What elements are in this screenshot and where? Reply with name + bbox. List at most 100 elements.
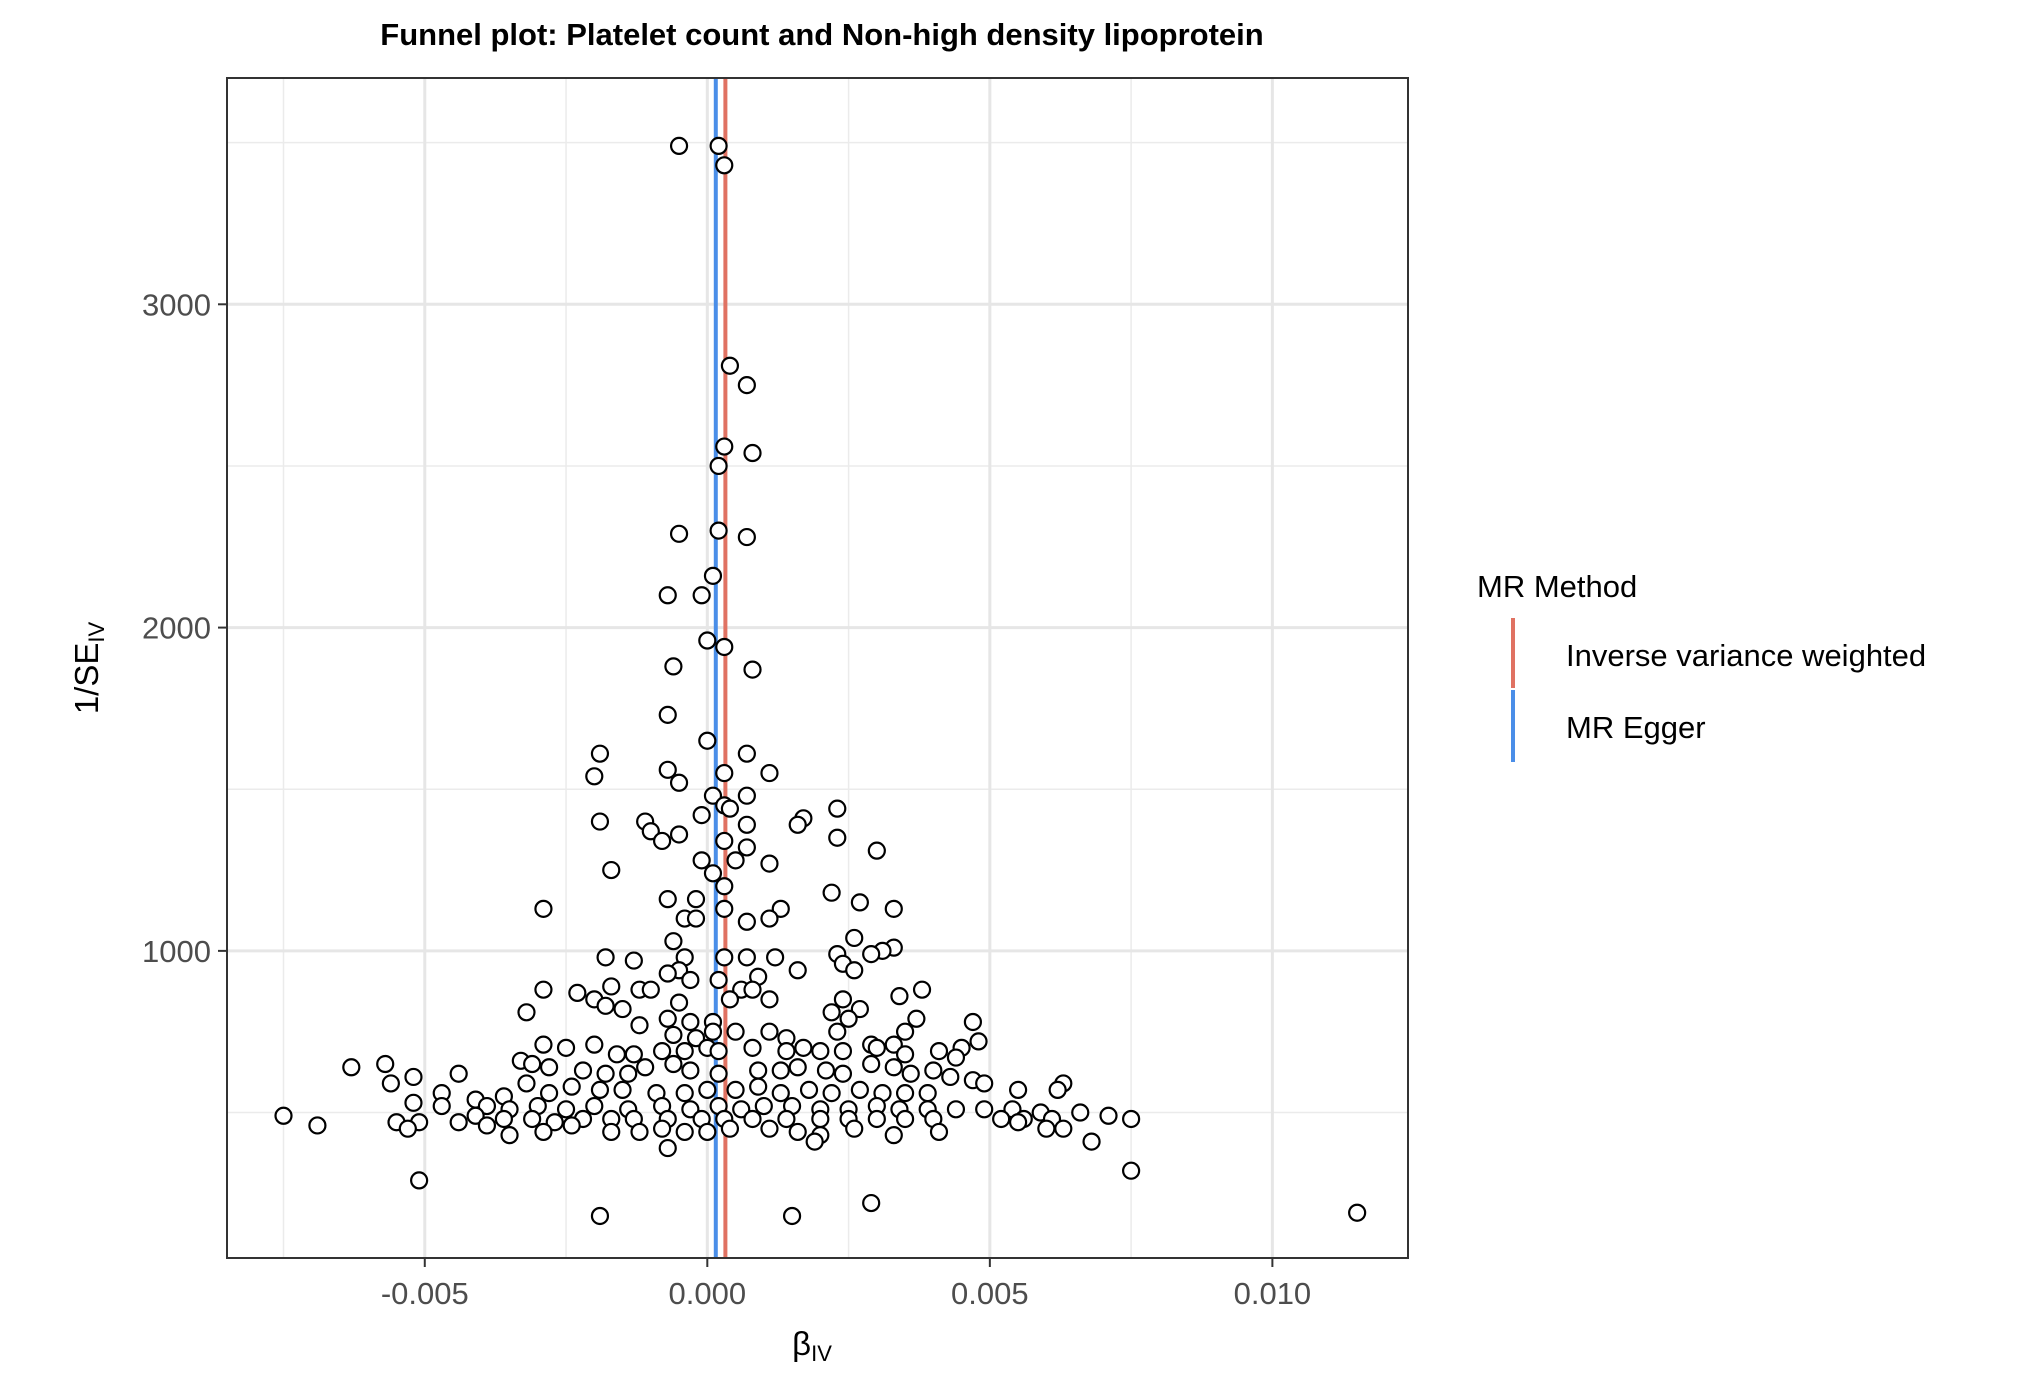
data-point [602, 1122, 621, 1142]
data-point [534, 1035, 553, 1054]
data-point [596, 1064, 615, 1083]
data-point [975, 1074, 994, 1093]
data-point [602, 977, 621, 996]
data-point [698, 1080, 717, 1099]
data-point [720, 799, 740, 818]
data-point [636, 1058, 655, 1077]
data-point [539, 1058, 559, 1077]
data-point [686, 890, 706, 909]
data-point [1048, 1080, 1067, 1099]
x-axis-title-subscript: IV [811, 1341, 832, 1366]
data-point [992, 1109, 1011, 1129]
data-point [590, 812, 610, 831]
data-point [799, 1080, 819, 1099]
data-point [867, 1109, 886, 1129]
data-point [590, 744, 610, 763]
data-point [477, 1116, 497, 1135]
data-point [833, 1064, 853, 1083]
data-point [1099, 1106, 1118, 1125]
data-point [539, 1084, 559, 1103]
data-point [760, 990, 779, 1009]
data-point [709, 136, 728, 155]
data-point [709, 521, 728, 540]
data-point [1037, 1119, 1056, 1138]
data-point [1009, 1080, 1028, 1099]
data-point [669, 825, 689, 844]
data-point [726, 1022, 745, 1041]
data-point [573, 1061, 593, 1080]
y-tick-label: 2000 [142, 611, 211, 646]
data-point [850, 1080, 869, 1099]
data-point [901, 1064, 920, 1083]
data-point [449, 1113, 468, 1132]
data-point [760, 1119, 779, 1138]
data-point [1348, 1203, 1367, 1222]
data-point [669, 993, 689, 1012]
data-point [613, 1080, 632, 1099]
data-point [839, 1009, 858, 1028]
data-point [912, 980, 932, 999]
data-point [658, 964, 677, 983]
mr-method-lines [713, 78, 728, 1258]
plot-panel-border [226, 77, 1409, 1259]
data-point [737, 527, 756, 547]
data-point [523, 1054, 542, 1074]
data-point [664, 1025, 683, 1045]
data-point [929, 1122, 949, 1142]
data-point [653, 1119, 672, 1138]
data-point [732, 1100, 751, 1119]
data-point [619, 1064, 638, 1083]
legend-label-mr-egger: MR Egger [1566, 710, 1706, 745]
data-point [658, 586, 677, 605]
data-point [602, 860, 621, 880]
data-point [743, 980, 762, 999]
data-point [342, 1058, 361, 1077]
data-point [585, 1035, 604, 1054]
data-point [743, 1109, 762, 1129]
data-point [686, 909, 706, 928]
data-point [975, 1100, 994, 1119]
data-point [703, 566, 723, 585]
data-point [477, 1096, 497, 1116]
data-point [862, 945, 881, 964]
data-point [517, 1003, 536, 1022]
data-point [500, 1126, 519, 1145]
data-point [895, 1045, 915, 1064]
data-point [432, 1096, 451, 1116]
legend-label-inverse-variance-weighted: Inverse variance weighted [1566, 638, 1926, 673]
data-point [641, 980, 660, 999]
data-point [862, 1193, 881, 1213]
data-point [726, 1080, 745, 1099]
data-point [715, 156, 734, 175]
data-point [534, 899, 553, 918]
data-point [715, 763, 734, 783]
data-point [720, 1119, 740, 1138]
data-point [715, 948, 734, 967]
y-axis: 1000 2000 3000 [142, 287, 227, 969]
data-point [658, 760, 677, 779]
data-point [822, 883, 841, 902]
data-point [523, 1109, 542, 1129]
data-point [805, 1132, 824, 1151]
data-point [946, 1100, 966, 1119]
data-point [822, 1084, 841, 1103]
data-point [398, 1119, 417, 1138]
data-point [709, 1064, 728, 1083]
y-axis-title: 1/SEIV [68, 622, 109, 715]
data-point [376, 1054, 395, 1074]
x-tick-label: 0.000 [669, 1276, 747, 1311]
data-point [709, 456, 728, 476]
data-point [969, 1032, 988, 1051]
data-point [664, 1054, 683, 1074]
data-point [664, 657, 683, 676]
data-point [517, 1074, 536, 1093]
data-point [884, 1058, 903, 1077]
data-point [675, 1084, 694, 1103]
data-point [669, 136, 689, 155]
x-axis-title: βIV [792, 1325, 832, 1366]
data-point [534, 980, 553, 999]
data-point [1071, 1103, 1090, 1122]
data-point [590, 1080, 610, 1099]
data-point [698, 731, 717, 750]
y-tick-label: 3000 [142, 287, 211, 322]
